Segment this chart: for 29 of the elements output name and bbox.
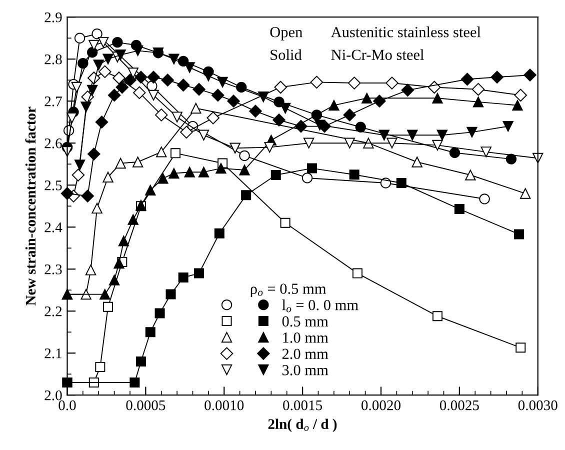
x-tick-label: 0.0020 bbox=[362, 400, 400, 410]
legend-label: 3.0 mm bbox=[282, 364, 328, 376]
x-axis-title: 2ln( d$_{o}$ / d ) bbox=[268, 418, 337, 432]
annotation: Austenitic stainless steel bbox=[330, 26, 481, 38]
legend-label: 1.0 mm bbox=[283, 332, 328, 343]
x-tick-label: 0.0005 bbox=[126, 400, 166, 410]
x-tick-label: 0.0015 bbox=[283, 400, 322, 410]
annotation: Open bbox=[270, 27, 302, 40]
y-tick-label: 2.5 bbox=[44, 180, 62, 190]
x-tick-label: 0.0030 bbox=[518, 400, 558, 410]
x-tick-label: 0.0 bbox=[58, 400, 76, 410]
legend-title: ρ$_{o}$ = 0.5 mm bbox=[250, 284, 326, 297]
y-tick-label: 2.4 bbox=[44, 222, 62, 232]
y-axis-title: New strain-concentration factor bbox=[25, 106, 36, 306]
y-tick-label: 2.1 bbox=[44, 348, 62, 358]
annotation: Ni-Cr-Mo steel bbox=[331, 49, 424, 60]
legend-label: 2.0 mm bbox=[282, 348, 328, 360]
y-tick-label: 2.7 bbox=[44, 96, 62, 106]
y-tick-label: 2.3 bbox=[44, 264, 62, 274]
y-tick-label: 2.0 bbox=[44, 390, 62, 400]
y-tick-label: 2.2 bbox=[44, 306, 62, 316]
legend-label: l$_{o}$ = 0. 0 mm bbox=[282, 299, 358, 312]
x-tick-label: 0.0010 bbox=[204, 400, 244, 410]
y-tick-label: 2.6 bbox=[44, 138, 62, 148]
x-tick-label: 0.0025 bbox=[440, 400, 479, 410]
legend-label: 0.5 mm bbox=[282, 316, 328, 327]
annotation: Solid bbox=[270, 49, 302, 60]
y-tick-label: 2.9 bbox=[44, 12, 62, 22]
y-tick-label: 2.8 bbox=[44, 54, 62, 64]
